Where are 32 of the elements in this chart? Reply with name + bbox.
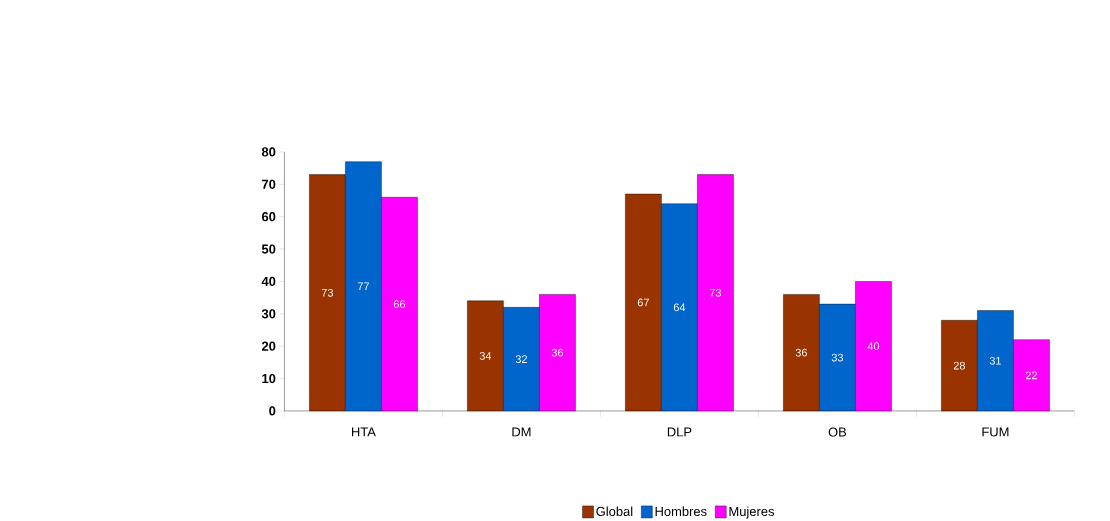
- x-tick-label: DM: [512, 427, 531, 437]
- legend-label: Hombres: [655, 506, 707, 516]
- y-tick-label: 40: [261, 276, 276, 286]
- data-label: 36: [551, 348, 564, 357]
- legend-label: Global: [596, 506, 633, 516]
- y-tick-label: 60: [261, 211, 276, 222]
- x-tick-label: DLP: [667, 427, 692, 437]
- data-label: 36: [795, 348, 807, 357]
- y-tick-label: 0: [269, 406, 276, 416]
- data-label: 73: [321, 288, 333, 297]
- data-label: 28: [953, 361, 965, 370]
- y-tick-label: 50: [261, 244, 276, 254]
- y-tick-label: 80: [261, 147, 276, 157]
- data-label: 73: [709, 288, 722, 297]
- x-tick-label: HTA: [352, 427, 376, 437]
- data-label: 66: [393, 300, 406, 308]
- data-label: 32: [515, 355, 527, 363]
- y-tick-label: 30: [261, 309, 276, 319]
- legend-label: Mujeres: [729, 506, 775, 519]
- y-tick-label: 70: [262, 179, 276, 189]
- data-label: 64: [673, 303, 686, 312]
- data-label: 34: [479, 351, 492, 360]
- x-tick-label: FUM: [982, 427, 1009, 437]
- data-label: 67: [637, 298, 649, 307]
- data-label: 31: [989, 356, 1001, 365]
- data-label: 33: [831, 353, 844, 362]
- y-tick-label: 20: [261, 341, 276, 351]
- data-label: 22: [1025, 371, 1037, 379]
- data-label: 77: [357, 282, 369, 290]
- x-tick-label: OB: [828, 427, 847, 437]
- data-label: 40: [867, 342, 880, 350]
- y-tick-label: 10: [262, 373, 276, 383]
